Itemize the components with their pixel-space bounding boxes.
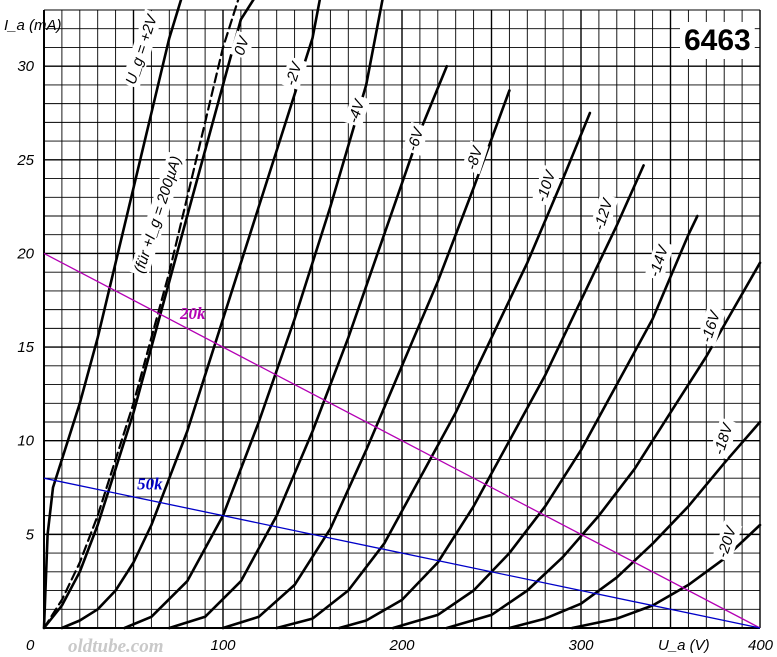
curve-6 <box>221 89 511 630</box>
y-tick-label: 20 <box>16 245 34 262</box>
curve-0 <box>42 0 183 630</box>
curve-4 <box>123 0 384 630</box>
y-tick-label: 15 <box>17 339 34 356</box>
y-axis-label: I_a (mA) <box>4 17 62 34</box>
curve-label-bg <box>696 305 727 347</box>
x-tick-label: 100 <box>210 637 236 654</box>
x-tick-label: 400 <box>748 637 774 654</box>
title-background <box>680 22 755 59</box>
load-line-20k <box>43 252 761 629</box>
characteristic-curves <box>42 0 762 630</box>
x-tick-label: 0 <box>26 637 35 654</box>
curve-11 <box>508 420 762 630</box>
curve-label-bg <box>402 121 430 156</box>
curve-label-2: 0V <box>231 33 253 58</box>
curve-5 <box>168 64 449 630</box>
curve-label-bg <box>712 520 743 563</box>
x-tick-label: 200 <box>388 637 415 654</box>
curve-label-bg <box>343 93 371 128</box>
curve-label-bg <box>589 192 619 235</box>
curve-label-bg <box>129 151 187 278</box>
watermark: oldtube.com <box>68 636 164 657</box>
y-tick-label: 30 <box>17 58 34 75</box>
curve-label-bg <box>708 417 739 460</box>
curve-8 <box>337 164 645 630</box>
curve-label-6: -8V <box>463 143 487 172</box>
load-lines: 20k 50k <box>43 252 761 629</box>
curve-10 <box>445 261 762 630</box>
plot-frame <box>43 10 760 629</box>
curve-label-5: -6V <box>404 124 428 153</box>
curve-label-bg <box>280 56 308 91</box>
curve-3 <box>60 0 322 630</box>
x-axis-label: U_a (V) <box>658 637 710 654</box>
curve-9 <box>391 214 699 630</box>
x-label-background <box>655 636 713 655</box>
curve-1 <box>42 0 240 630</box>
curve-label-bg <box>644 239 675 282</box>
curve-7 <box>275 111 592 630</box>
curve-2 <box>42 0 255 630</box>
curve-label-bg <box>531 164 562 207</box>
curve-label-bg <box>121 8 164 89</box>
load-line-label-20k: 20k <box>179 304 206 323</box>
curve-label-4: -4V <box>345 96 369 125</box>
x-tick-label: 300 <box>568 637 594 654</box>
tick-labels: 0 100 200 300 400 5 10 15 20 25 30 <box>16 58 773 654</box>
y-tick-label: 10 <box>17 433 34 450</box>
y-tick-label: 5 <box>26 526 35 543</box>
curve-label-3: -2V <box>282 59 306 88</box>
curve-label-bg <box>229 30 256 60</box>
y-tick-label: 25 <box>16 152 34 169</box>
curve-label-bg <box>461 140 489 175</box>
chart-title: 6463 <box>684 24 751 57</box>
load-line-label-50k: 50k <box>137 474 163 493</box>
load-line-50k <box>43 477 761 629</box>
